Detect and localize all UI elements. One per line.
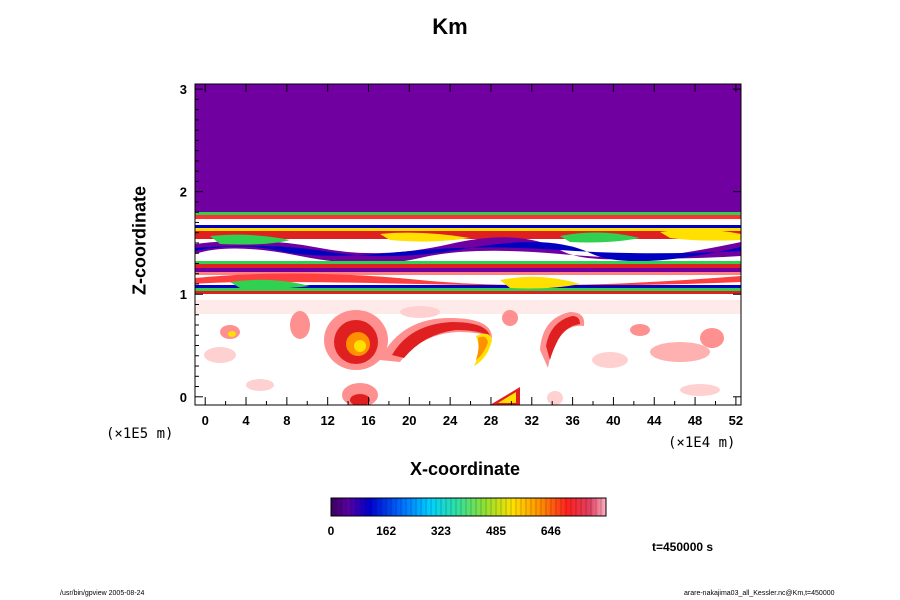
x-tick-label: 16 xyxy=(361,413,375,428)
eddy-2 xyxy=(380,318,492,366)
lower-field xyxy=(195,300,741,396)
x-tick-label: 28 xyxy=(484,413,498,428)
colorbar-tick-label: 646 xyxy=(541,524,561,538)
eddy-1 xyxy=(324,310,388,370)
y-tick-label: 1 xyxy=(180,287,187,302)
x-tick-label: 36 xyxy=(565,413,579,428)
colorbar-axis: 0 162 323 485 646 xyxy=(328,498,602,538)
x-tick-label: 4 xyxy=(242,413,250,428)
colorbar-tick-label: 162 xyxy=(376,524,396,538)
plot-frame xyxy=(194,83,742,406)
x-tick-label: 44 xyxy=(647,413,662,428)
upper-turbulent-band xyxy=(195,212,741,275)
y-axis-label: Z-coordinate xyxy=(129,186,150,296)
y-tick-label: 0 xyxy=(180,390,187,405)
x-tick-label: 24 xyxy=(443,413,458,428)
surface-features xyxy=(342,383,563,405)
x-tick-label: 20 xyxy=(402,413,416,428)
y-tick-label: 2 xyxy=(180,185,187,200)
x-axis-label: X-coordinate xyxy=(409,459,520,479)
x-scale-unit: (×1E4 m) xyxy=(668,435,736,451)
upper-uniform-region xyxy=(195,84,741,212)
y-scale-unit: (×1E5 m) xyxy=(106,426,174,442)
x-tick-label: 40 xyxy=(606,413,620,428)
y-axis: 0 1 2 3 xyxy=(180,82,741,405)
colorbar-tick-label: 0 xyxy=(328,524,335,538)
eddy-3 xyxy=(540,312,585,368)
colorbar xyxy=(330,497,607,517)
footer-right: arare-nakajima03_all_Kessler.nc@Km,t=450… xyxy=(684,590,835,597)
footer-left: /usr/bin/gpview 2005-08-24 xyxy=(60,590,145,597)
y-tick-label: 3 xyxy=(180,82,187,97)
x-tick-label: 32 xyxy=(525,413,539,428)
chart-title: Km xyxy=(432,14,468,39)
time-label: t=450000 s xyxy=(652,540,714,554)
x-tick-label: 8 xyxy=(283,413,290,428)
plot-area xyxy=(195,84,741,405)
colorbar-tick-label: 323 xyxy=(431,524,451,538)
x-tick-label: 12 xyxy=(320,413,334,428)
x-tick-label: 52 xyxy=(729,413,743,428)
mid-turbulent-band xyxy=(195,273,741,294)
x-tick-label: 0 xyxy=(202,413,209,428)
x-axis: 0 4 8 12 16 20 24 28 32 36 40 44 48 52 xyxy=(202,84,743,428)
x-tick-label: 48 xyxy=(688,413,702,428)
colorbar-tick-label: 485 xyxy=(486,524,506,538)
